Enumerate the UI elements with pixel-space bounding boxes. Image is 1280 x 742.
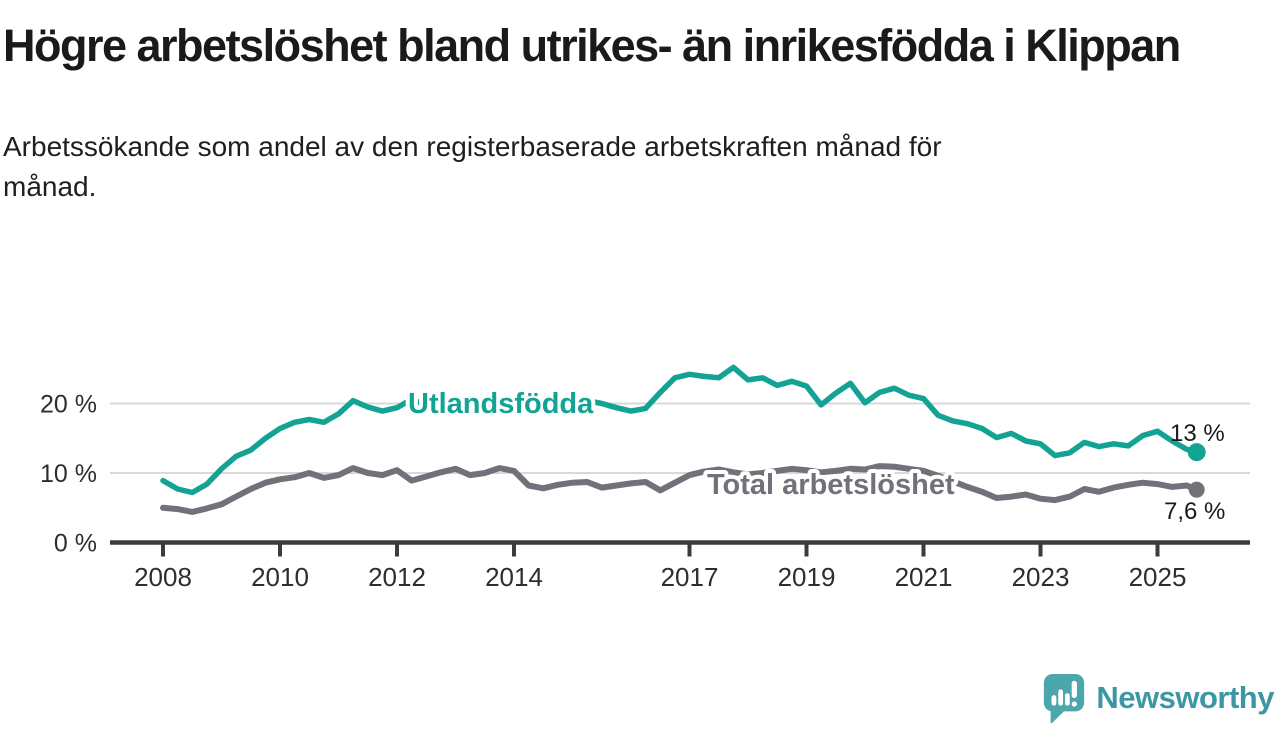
- utlandsfodda-series-label: Utlandsfödda: [408, 388, 594, 420]
- line-chart: 2008 2010 2012 2014 2017 2019 2021 2023 2025 0 % 1…: [0, 327, 1280, 617]
- chart-canvas: 2008 2010 2012 2014 2017 2019 2021 2023 2025 0 % 1…: [40, 364, 1250, 592]
- logo-bar-small: [1051, 695, 1057, 706]
- x-tick-label: 2017: [661, 562, 719, 592]
- logo-exclamation-dot: [1072, 701, 1078, 707]
- utlandsfodda-end-value-label: 13 %: [1170, 420, 1225, 447]
- x-tick-label: 2008: [134, 562, 192, 592]
- y-tick-label: 0 %: [54, 530, 97, 558]
- x-tick-label: 2025: [1129, 562, 1187, 592]
- newsworthy-logo: Newsworthy: [1041, 672, 1274, 724]
- logo-bar-medium: [1065, 693, 1071, 706]
- total-series-label: Total arbetslöshet: [707, 469, 955, 501]
- utlandsfodda-line: [160, 364, 1200, 496]
- total-end-value-label: 7,6 %: [1164, 498, 1225, 525]
- y-tick-label: 20 %: [40, 391, 97, 419]
- x-tick-label: 2010: [251, 562, 309, 592]
- total-end-dot: [1188, 481, 1205, 498]
- logo-bar-tall: [1058, 689, 1064, 706]
- total-line: [160, 463, 1200, 515]
- newsworthy-logo-text: Newsworthy: [1096, 680, 1274, 715]
- page-title: Högre arbetslöshet bland utrikes- än inr…: [3, 20, 1181, 71]
- x-tick-label: 2014: [485, 562, 543, 592]
- x-tick-label: 2023: [1012, 562, 1070, 592]
- logo-bubble: [1044, 674, 1085, 712]
- chart-subtitle: Arbetssökande som andel av den registerb…: [3, 131, 942, 203]
- newsworthy-logo-icon: [1044, 674, 1085, 724]
- x-tick-label: 2021: [895, 562, 953, 592]
- logo-exclamation-bar: [1072, 680, 1078, 698]
- x-tick-label: 2012: [368, 562, 426, 592]
- y-tick-label: 10 %: [40, 460, 97, 488]
- x-tick-label: 2019: [778, 562, 836, 592]
- infographic: Högre arbetslöshet bland utrikes- än inr…: [0, 20, 1280, 724]
- utlandsfodda-end-dot: [1187, 443, 1206, 462]
